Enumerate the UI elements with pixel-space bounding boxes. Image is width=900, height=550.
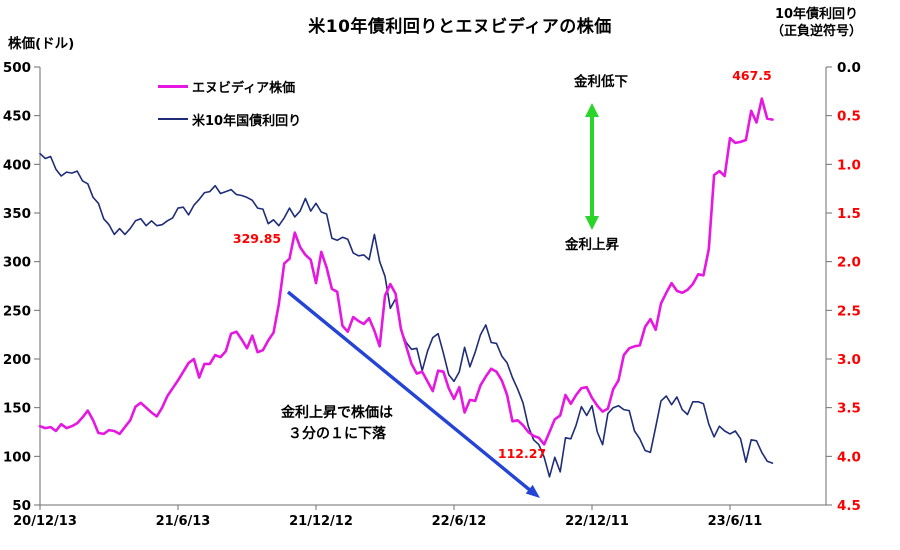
peak-2023-data-label: 467.5: [732, 68, 772, 83]
price-drop-arrow: [286, 290, 533, 493]
right-axis-tick-label: 0.5: [837, 109, 861, 125]
left-axis-tick-label: 450: [3, 109, 31, 125]
nvidia-price-line: [38, 97, 774, 446]
x-axis-tick-label: 21/12/12: [289, 514, 353, 529]
right-axis-title: 10年債利回り （正負逆符号）: [771, 6, 862, 40]
price-drop-note-line1: 金利上昇で株価は: [280, 404, 393, 421]
rate-down-label: 金利低下: [573, 73, 628, 90]
right-axis-title-line2: （正負逆符号）: [770, 24, 862, 39]
x-axis-tick-label: 21/6/13: [156, 514, 211, 529]
left-axis-tick-label: 50: [12, 498, 31, 514]
treasury-yield-line: [39, 152, 774, 478]
right-axis-tick-label: 4.5: [837, 498, 861, 514]
right-axis-tick-label: 1.0: [837, 157, 861, 173]
right-axis-tick-label: 2.0: [837, 255, 861, 271]
trough-2022-data-label: 112.27: [498, 446, 546, 461]
legend-item-yield: 米10年国債利回り: [158, 109, 301, 129]
left-axis-tick-label: 500: [3, 60, 31, 76]
x-axis-tick-label: 22/12/11: [565, 514, 629, 529]
left-axis-tick-label: 250: [3, 303, 31, 319]
right-axis-title-line1: 10年債利回り: [774, 7, 859, 22]
left-axis-title: 株価(ドル): [8, 36, 75, 52]
right-axis-tick-label: 1.5: [837, 206, 861, 222]
x-axis-tick-label: 23/6/11: [708, 514, 763, 529]
price-drop-arrow-head: [525, 484, 540, 498]
rate-up-label: 金利上昇: [564, 236, 619, 253]
nvidia-line-swatch: [158, 84, 188, 88]
right-axis-tick-label: 3.5: [837, 401, 861, 417]
right-axis-tick-label: 3.0: [837, 352, 861, 368]
legend-label-yield: 米10年国債利回り: [192, 113, 302, 129]
chart-title: 米10年債利回りとエヌビディアの株価: [308, 17, 612, 37]
x-axis-tick-label: 20/12/13: [13, 514, 77, 529]
left-axis-tick-label: 150: [3, 401, 31, 417]
right-axis-tick-label: 2.5: [837, 303, 861, 319]
left-axis-tick-label: 350: [3, 206, 31, 222]
legend-item-nvidia: エヌビディア株価: [158, 76, 301, 96]
x-axis-tick-label: 22/6/12: [432, 514, 487, 529]
left-axis-tick-label: 300: [3, 255, 31, 271]
peak-2021-data-label: 329.85: [233, 231, 281, 246]
rate-arrow-up-head: [585, 103, 599, 117]
left-axis-tick-label: 200: [3, 352, 31, 368]
left-axis-tick-label: 100: [3, 449, 31, 465]
right-axis-tick-label: 4.0: [837, 449, 861, 465]
chart-legend: エヌビディア株価 米10年国債利回り: [158, 76, 301, 142]
left-axis-tick-label: 400: [3, 157, 31, 173]
right-axis-tick-label: 0.0: [837, 60, 861, 76]
yield-line-swatch: [158, 118, 188, 120]
legend-label-nvidia: エヌビディア株価: [192, 80, 296, 96]
rate-arrow-down-head: [585, 216, 599, 230]
price-drop-note-line2: ３分の１に下落: [288, 425, 387, 442]
